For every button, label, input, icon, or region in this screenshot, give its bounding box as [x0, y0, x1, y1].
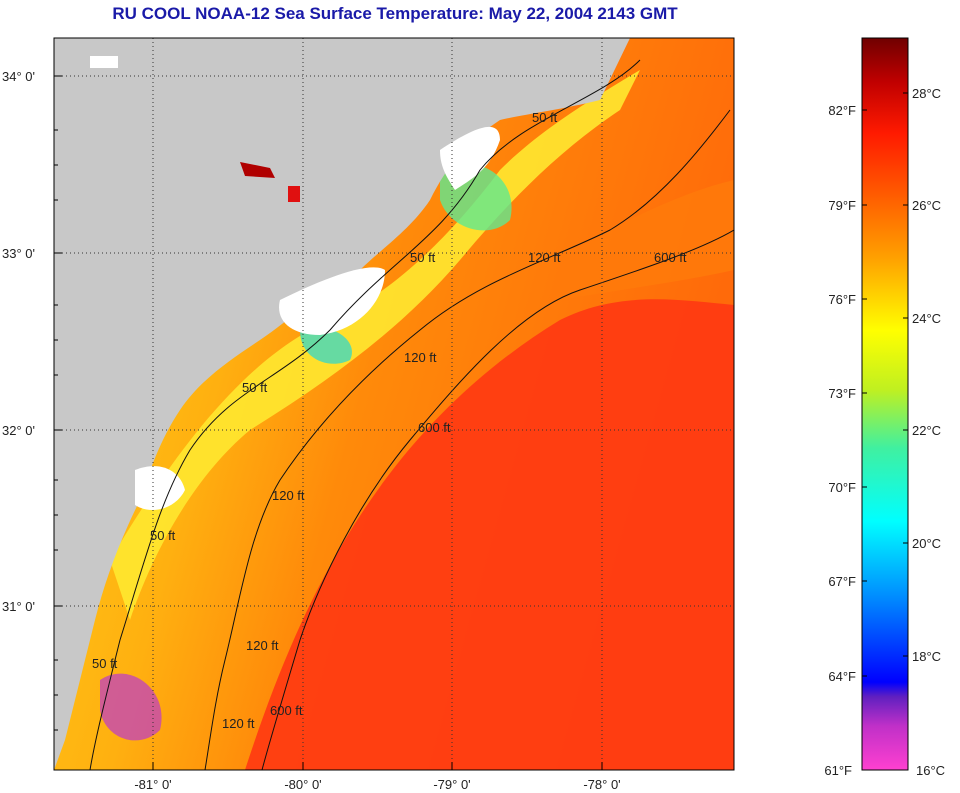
- contour-label: 50 ft: [92, 656, 118, 671]
- cloud-patch: [90, 56, 118, 68]
- lat-label: 33° 0': [2, 246, 35, 261]
- offshore-warm-band: [560, 180, 734, 300]
- inland-warm-spot: [240, 162, 275, 178]
- inland-warm-spot: [288, 186, 300, 202]
- lon-label: -80° 0': [284, 777, 321, 792]
- lon-label: -81° 0': [134, 777, 171, 792]
- land-mass: [54, 38, 630, 770]
- cloud-patch: [440, 126, 500, 190]
- contour-label: 120 ft: [404, 350, 437, 365]
- lat-label: 31° 0': [2, 599, 35, 614]
- contour-label: 50 ft: [410, 250, 436, 265]
- contour-120ft: [204, 109, 731, 770]
- contour-label: 120 ft: [272, 488, 305, 503]
- lon-label: -78° 0': [583, 777, 620, 792]
- contour-600ft: [261, 229, 734, 770]
- lon-label: -79° 0': [433, 777, 470, 792]
- contour-label: 120 ft: [528, 250, 561, 265]
- contour-label: 600 ft: [270, 703, 303, 718]
- map-title: RU COOL NOAA-12 Sea Surface Temperature:…: [112, 4, 678, 23]
- lat-label: 32° 0': [2, 423, 35, 438]
- lat-label: 34° 0': [2, 69, 35, 84]
- gulf-stream-band: [245, 299, 734, 770]
- cold-patch-south: [100, 673, 162, 741]
- contour-label: 600 ft: [418, 420, 451, 435]
- cloud-patch: [279, 267, 385, 335]
- contour-label: 600 ft: [654, 250, 687, 265]
- contour-label: 120 ft: [222, 716, 255, 731]
- cloud-patch: [135, 466, 185, 510]
- contour-50ft: [89, 59, 641, 770]
- lat-grid: [54, 75, 734, 607]
- contour-label: 50 ft: [242, 380, 268, 395]
- coastal-cool-band: [110, 70, 640, 620]
- map-frame: [53, 37, 735, 771]
- cold-patch-mid: [300, 327, 352, 364]
- axis-ticks: [54, 75, 603, 770]
- contour-label: 120 ft: [246, 638, 279, 653]
- contour-label: 50 ft: [532, 110, 558, 125]
- contour-label: 50 ft: [150, 528, 176, 543]
